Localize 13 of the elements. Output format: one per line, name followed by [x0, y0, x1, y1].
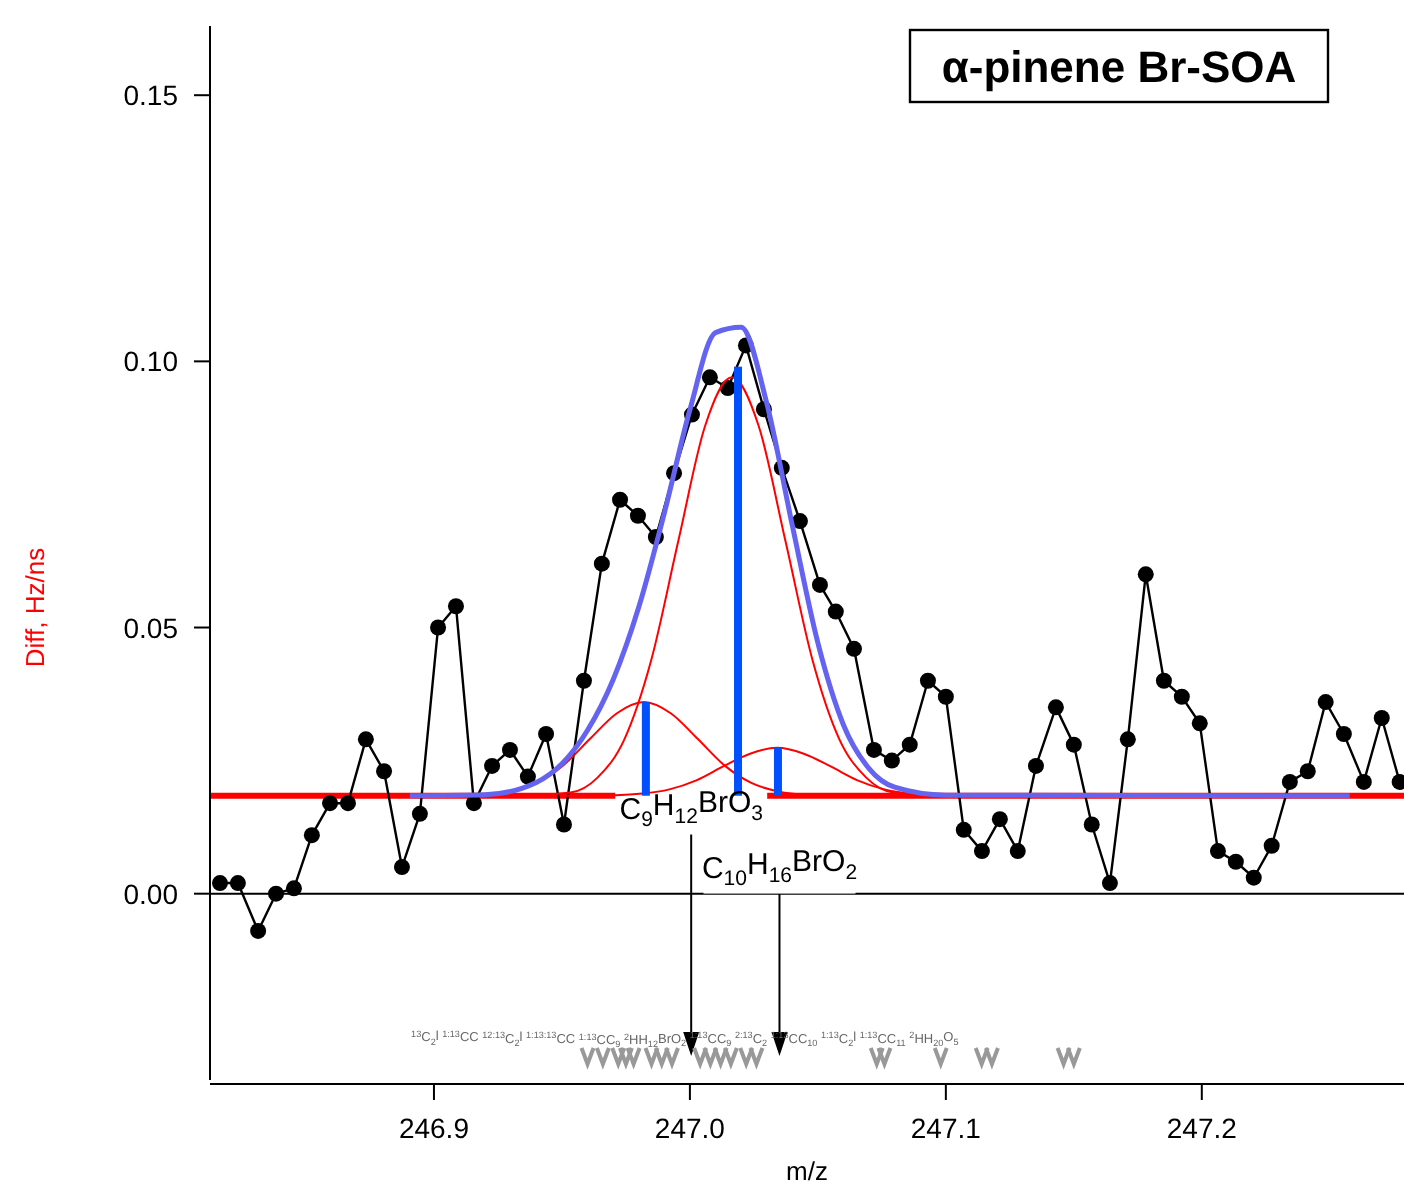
y-tick-label: 0.05: [123, 611, 179, 644]
x-tick-label: 247.2: [1166, 1112, 1238, 1144]
x-tick-label: 246.9: [398, 1112, 470, 1144]
annotation: C$_{10}$H$_{16}$BrO$_{2}$: [701, 845, 858, 891]
y-tick-label: 0.15: [123, 79, 179, 112]
x-tick-label: 247.0: [654, 1112, 726, 1144]
annotation: C$_{9}$H$_{12}$BrO$_{3}$: [619, 786, 764, 832]
y-axis-title: Diff, Hz/ns: [20, 546, 50, 668]
x-axis-title: m/z: [786, 1156, 828, 1186]
y-tick-label: 0.00: [123, 877, 179, 910]
chart-title: α-pinene Br-SOA: [941, 42, 1297, 92]
x-tick-label: 247.1: [910, 1112, 982, 1144]
y-tick-label: 0.10: [123, 345, 179, 378]
